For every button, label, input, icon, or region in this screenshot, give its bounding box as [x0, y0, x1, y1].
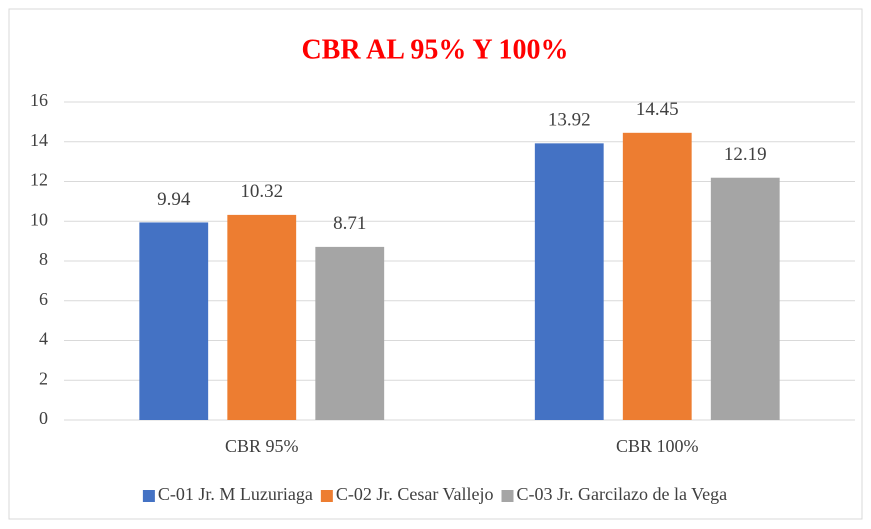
legend-swatch	[501, 490, 514, 502]
data-label: 13.92	[548, 110, 591, 131]
y-tick-label: 14	[30, 130, 48, 150]
bar	[227, 214, 297, 420]
legend-label: C-03 Jr. Garcilazo de la Vega	[517, 484, 728, 504]
x-tick-label: CBR 100%	[616, 436, 699, 456]
x-tick-label: CBR 95%	[225, 436, 299, 456]
data-label: 10.32	[240, 181, 283, 202]
y-tick-label: 4	[39, 329, 48, 349]
y-tick-label: 6	[39, 289, 48, 309]
data-label: 14.45	[636, 99, 679, 120]
y-tick-label: 12	[30, 170, 48, 190]
data-label: 9.94	[157, 189, 191, 210]
data-label: 12.19	[724, 144, 767, 165]
bar	[622, 132, 692, 420]
bar	[710, 177, 780, 420]
y-tick-label: 0	[39, 408, 48, 428]
bar	[315, 246, 385, 420]
data-label: 8.71	[333, 213, 366, 234]
y-tick-label: 2	[39, 368, 48, 388]
legend-swatch	[142, 490, 155, 502]
chart-title: CBR AL 95% Y 100%	[301, 34, 568, 65]
legend-swatch	[320, 490, 333, 502]
legend-label: C-01 Jr. M Luzuriaga	[158, 484, 313, 504]
bar	[534, 143, 604, 420]
bar	[139, 222, 209, 420]
y-tick-label: 10	[30, 209, 48, 229]
y-tick-label: 8	[39, 249, 48, 269]
y-tick-label: 16	[30, 90, 48, 110]
legend-label: C-02 Jr. Cesar Vallejo	[336, 484, 494, 504]
